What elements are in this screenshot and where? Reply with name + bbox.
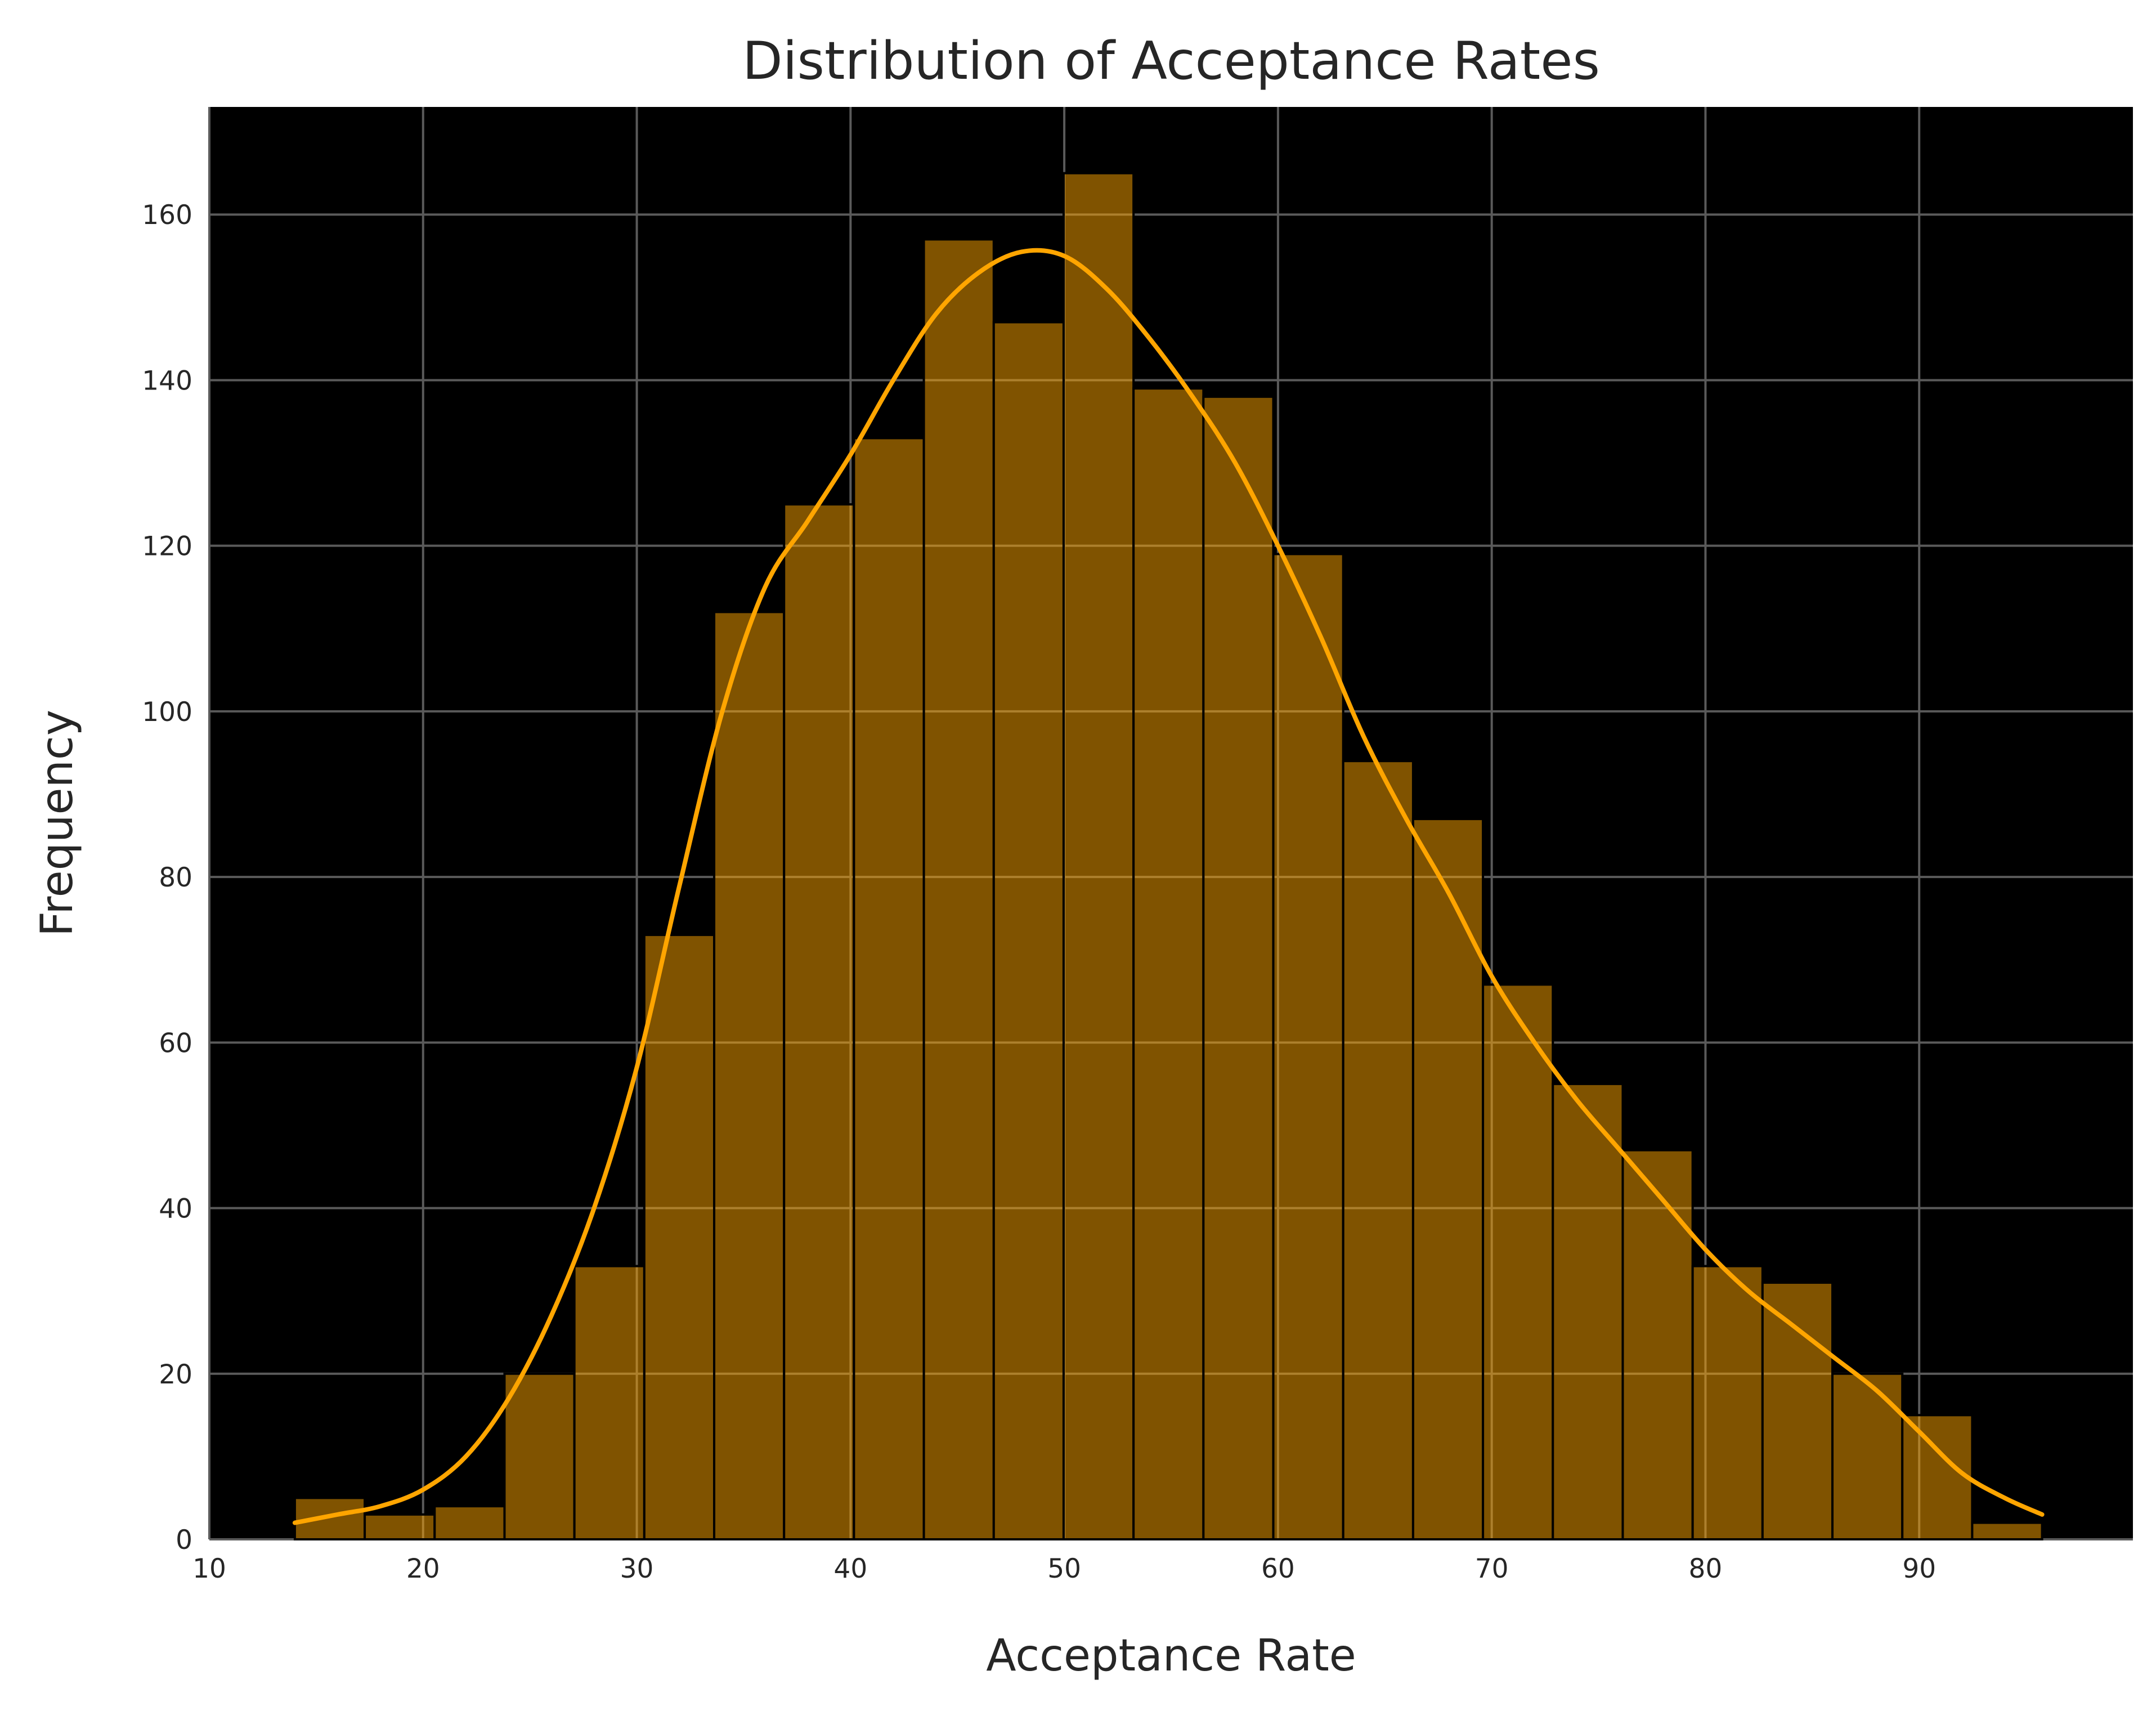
x-axis-title: Acceptance Rate [986, 1631, 1356, 1681]
x-tick-label: 30 [620, 1553, 654, 1584]
histogram-bar [713, 611, 786, 1540]
y-tick-label: 140 [142, 365, 192, 396]
y-tick-label: 20 [159, 1359, 192, 1390]
x-tick-label: 60 [1261, 1553, 1295, 1584]
histogram-bar [1901, 1414, 1974, 1540]
y-tick-label: 120 [142, 531, 192, 562]
x-tick-label: 20 [406, 1553, 440, 1584]
y-tick-label: 80 [159, 862, 192, 893]
histogram-bar [1132, 387, 1205, 1540]
histogram-bar [1202, 395, 1275, 1540]
histogram-bar [364, 1513, 436, 1540]
kde-curve [292, 248, 2045, 1525]
histogram-bar [1971, 1521, 2043, 1541]
histogram-bar [1552, 1082, 1624, 1541]
chart-title: Distribution of Acceptance Rates [742, 30, 1600, 91]
histogram-bar [853, 437, 925, 1540]
y-tick-label: 100 [142, 697, 192, 728]
histogram-bar [992, 321, 1065, 1540]
histogram-bar [1482, 983, 1554, 1540]
x-tick-label: 10 [192, 1553, 226, 1584]
y-tick-label: 40 [159, 1194, 192, 1225]
x-tick-label: 70 [1475, 1553, 1509, 1584]
x-tick-label: 40 [833, 1553, 867, 1584]
x-tick-label: 50 [1047, 1553, 1081, 1584]
histogram-bar [1621, 1149, 1694, 1541]
histogram-bar [922, 238, 995, 1540]
y-axis-title: Frequency [32, 710, 83, 937]
y-axis-ticks: 0 20 40 60 80 100 120 140 160 [142, 200, 192, 1556]
histogram-bar [1062, 172, 1135, 1541]
y-tick-label: 60 [159, 1028, 192, 1059]
histogram-bar [1342, 760, 1414, 1540]
x-tick-label: 90 [1902, 1553, 1936, 1584]
histogram-bar [1691, 1265, 1764, 1541]
histogram-bar [503, 1372, 576, 1540]
histogram-bar [643, 934, 716, 1540]
histogram-bar [1411, 818, 1485, 1540]
histogram-bar [1272, 553, 1344, 1540]
y-tick-label: 160 [142, 200, 192, 231]
x-axis-ticks: 10 20 30 40 50 60 70 80 90 [192, 1553, 1936, 1584]
y-tick-label: 0 [176, 1525, 192, 1556]
x-tick-label: 80 [1689, 1553, 1723, 1584]
histogram-bar [783, 503, 855, 1540]
histogram-bar [1761, 1281, 1834, 1540]
histogram-bar [433, 1505, 506, 1540]
histogram-bar [573, 1265, 646, 1541]
histogram-bars [293, 172, 2043, 1541]
histogram-bar [1831, 1372, 1904, 1540]
